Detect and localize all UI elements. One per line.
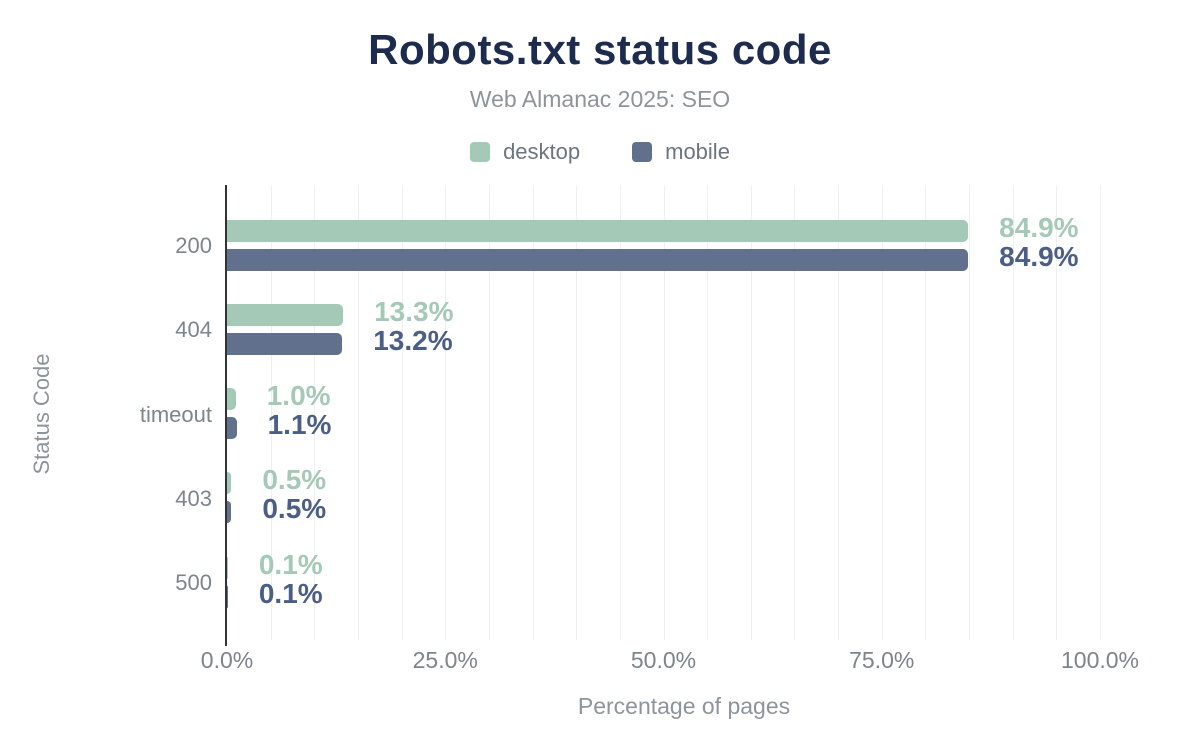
category-label-timeout: timeout — [139, 401, 212, 427]
gridline — [270, 185, 272, 640]
value-label-desktop-403: 0.5% — [262, 464, 327, 496]
legend-label-mobile: mobile — [665, 139, 730, 164]
value-label-desktop-404: 13.3% — [374, 295, 454, 327]
gridline — [314, 185, 316, 640]
bar-desktop-timeout[interactable] — [227, 388, 236, 411]
bar-mobile-404[interactable] — [227, 332, 343, 355]
gridline — [925, 185, 927, 640]
value-label-desktop-200: 84.9% — [999, 211, 1079, 243]
legend-swatch-desktop-icon — [470, 142, 491, 162]
category-label-200: 200 — [175, 233, 212, 258]
gridline — [1012, 185, 1014, 640]
gridline — [969, 185, 971, 640]
x-tick-100.0%: 100.0% — [1060, 647, 1140, 673]
y-axis-title: Status Code — [29, 353, 54, 475]
plot-area: 84.9% 84.9% 13.3% 13.2% 1.0% 1.1% 0.5% 0.5% 0.1%… — [225, 185, 1141, 646]
gridline — [838, 185, 840, 640]
legend-swatch-mobile-icon — [632, 142, 653, 162]
gridline — [401, 185, 403, 640]
gridline — [794, 185, 796, 640]
gridline — [750, 185, 752, 640]
gridline — [1100, 185, 1101, 640]
legend-label-desktop: desktop — [503, 139, 581, 164]
gridline — [357, 185, 359, 640]
category-label-404: 404 — [175, 317, 212, 343]
bar-desktop-404[interactable] — [227, 303, 344, 326]
value-label-mobile-200: 84.9% — [999, 240, 1079, 272]
bar-mobile-timeout[interactable] — [227, 417, 237, 440]
bar-desktop-200[interactable] — [227, 219, 969, 242]
gridline — [881, 185, 883, 640]
chart-subtitle: Web Almanac 2025: SEO — [469, 86, 731, 112]
x-axis-title: Percentage of pages — [577, 693, 791, 719]
gridline — [445, 185, 447, 640]
bar-desktop-500[interactable] — [227, 556, 228, 579]
category-label-500: 500 — [175, 570, 212, 596]
gridline — [1056, 185, 1058, 640]
legend-item-mobile[interactable]: mobile — [632, 139, 730, 165]
bar-mobile-500[interactable] — [227, 585, 228, 608]
value-label-desktop-500: 0.1% — [258, 548, 323, 580]
gridline — [576, 185, 578, 640]
category-label-403: 403 — [175, 485, 212, 511]
chart-title: Robots.txt status code — [368, 26, 832, 73]
value-label-desktop-timeout: 1.0% — [266, 380, 331, 412]
gridline — [488, 185, 490, 640]
value-label-mobile-403: 0.5% — [262, 493, 327, 525]
x-tick-75.0%: 75.0% — [849, 647, 915, 673]
gridline — [532, 185, 534, 640]
bar-mobile-200[interactable] — [227, 248, 969, 271]
bar-mobile-403[interactable] — [227, 501, 232, 524]
value-label-mobile-500: 0.1% — [258, 577, 323, 609]
x-tick-0.0%: 0.0% — [200, 647, 254, 673]
legend-item-desktop[interactable]: desktop — [470, 139, 580, 165]
gridline — [707, 185, 709, 640]
y-axis-line — [225, 185, 227, 646]
value-label-mobile-404: 13.2% — [373, 324, 453, 356]
x-tick-25.0%: 25.0% — [412, 647, 478, 673]
gridline — [663, 185, 665, 640]
x-tick-50.0%: 50.0% — [630, 647, 697, 673]
legend: desktop mobile — [0, 139, 1200, 165]
value-label-mobile-timeout: 1.1% — [267, 409, 332, 441]
gridline — [619, 185, 621, 640]
bar-desktop-403[interactable] — [227, 472, 232, 495]
